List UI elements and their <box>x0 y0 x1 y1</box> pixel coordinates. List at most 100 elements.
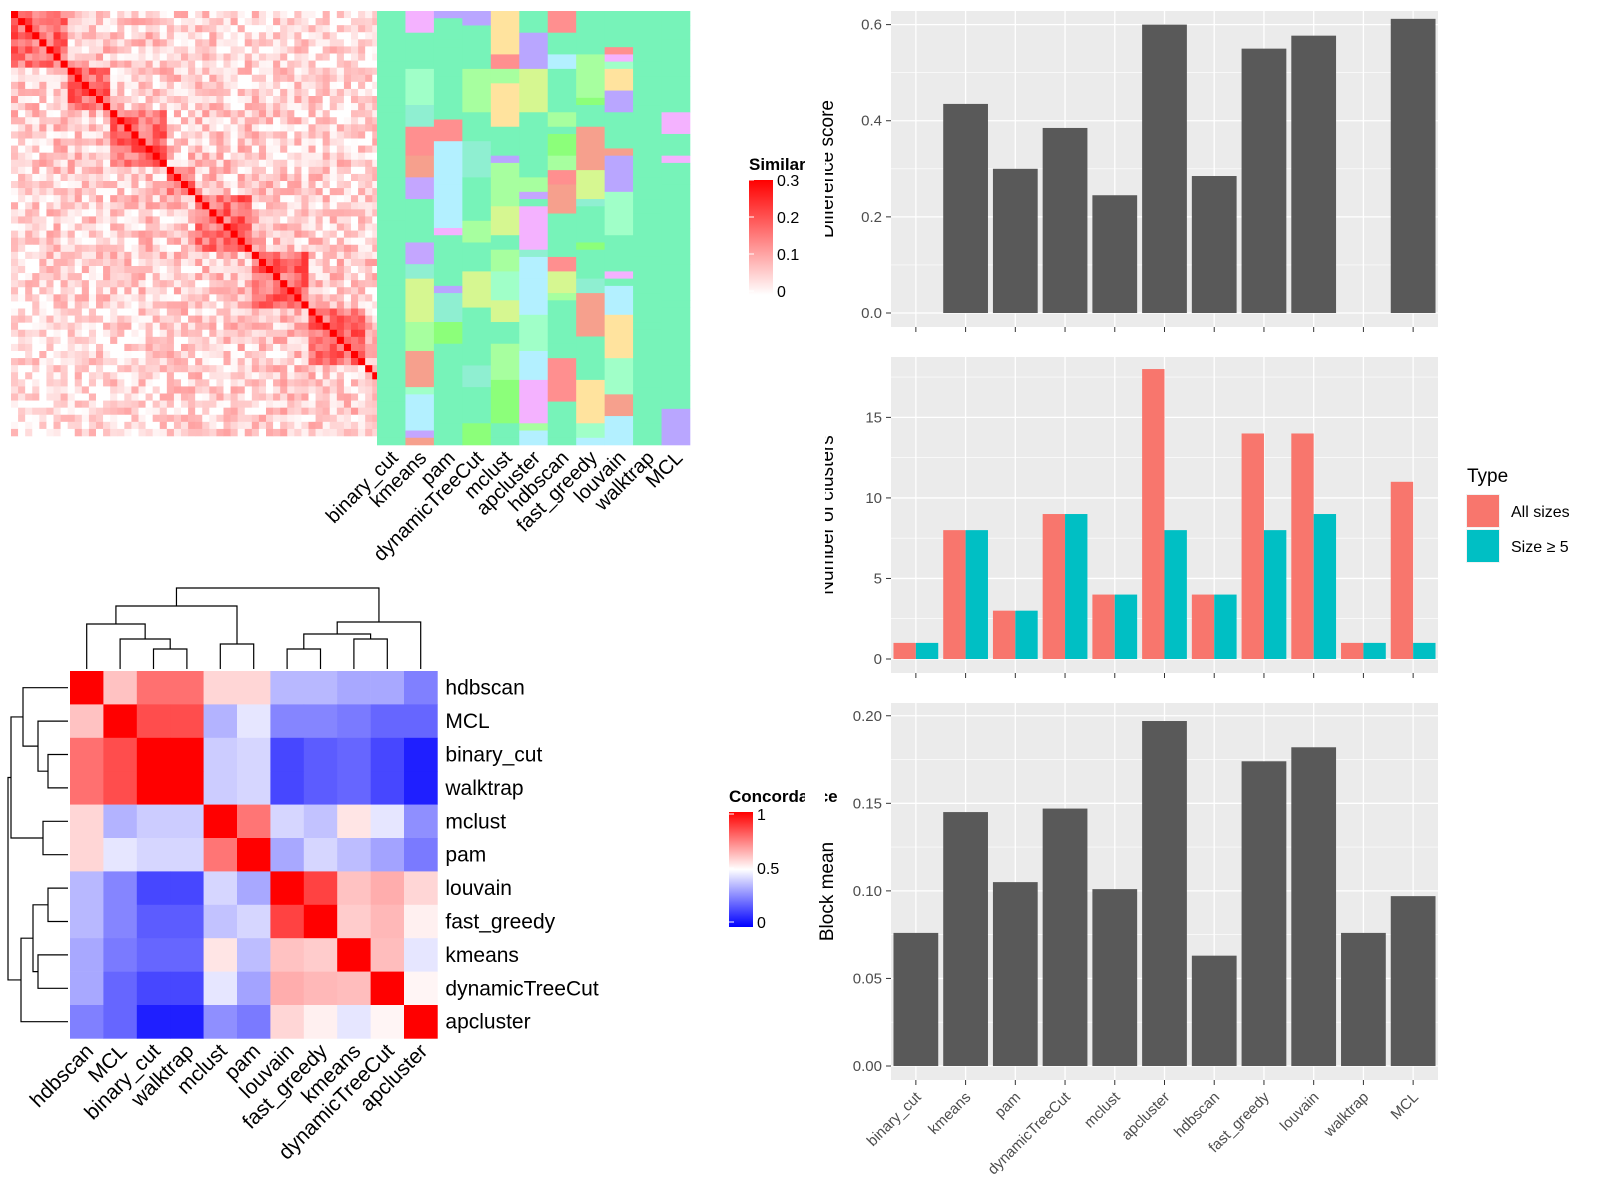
similarity-cell <box>117 343 125 352</box>
concordance-cell <box>337 938 371 972</box>
similarity-cell <box>266 67 274 76</box>
similarity-cell <box>46 379 54 387</box>
similarity-cell <box>244 46 253 54</box>
similarity-cell <box>39 117 47 125</box>
concordance-cell <box>370 938 405 972</box>
similarity-cell <box>223 103 231 111</box>
similarity-cell <box>244 414 253 423</box>
similarity-cell <box>166 244 175 253</box>
similarity-cell <box>81 159 90 168</box>
similarity-cell <box>18 124 26 132</box>
similarity-cell <box>294 428 302 437</box>
similarity-cell <box>216 159 224 168</box>
similarity-cell <box>287 209 295 217</box>
similarity-cell <box>131 294 139 302</box>
similarity-cell <box>209 301 217 309</box>
similarity-cell <box>343 301 352 309</box>
similarity-cell <box>280 244 288 253</box>
similarity-cell <box>103 237 111 246</box>
similarity-cell <box>202 25 210 33</box>
similarity-cell <box>301 266 309 274</box>
similarity-cell <box>152 74 161 83</box>
similarity-cell <box>294 145 302 153</box>
similarity-cell <box>96 329 104 338</box>
similarity-cell <box>287 25 295 33</box>
similarity-cell <box>202 414 210 423</box>
membership-cell <box>633 387 662 424</box>
bar <box>1042 514 1066 659</box>
similarity-cell <box>18 301 26 309</box>
similarity-cell <box>181 74 189 83</box>
similarity-cell <box>294 237 302 246</box>
similarity-cell <box>188 81 196 90</box>
similarity-cell <box>223 32 231 40</box>
membership-cell <box>377 148 406 178</box>
similarity-cell <box>11 294 19 302</box>
similarity-cell <box>188 244 196 253</box>
similarity-cell <box>251 159 260 168</box>
similarity-cell <box>81 53 90 61</box>
similarity-cell <box>294 358 302 366</box>
similarity-cell <box>32 181 40 189</box>
concordance-cell <box>170 871 204 906</box>
similarity-cell <box>315 280 323 288</box>
bar <box>1341 642 1364 659</box>
similarity-cell <box>74 11 83 19</box>
similarity-cell <box>329 53 338 61</box>
similarity-cell <box>216 400 224 408</box>
similarity-cell <box>237 152 246 161</box>
similarity-cell <box>81 315 90 323</box>
concordance-cell <box>370 671 405 705</box>
similarity-cell <box>145 351 153 359</box>
similarity-cell <box>159 67 168 76</box>
similarity-cell <box>237 230 246 238</box>
similarity-cell <box>280 88 288 97</box>
similarity-cell <box>46 131 54 139</box>
similarity-cell <box>81 216 90 224</box>
membership-cell <box>519 379 549 424</box>
similarity-cell <box>294 159 302 168</box>
similarity-cell <box>131 166 139 175</box>
similarity-cell <box>358 251 366 260</box>
similarity-cell <box>173 181 182 189</box>
similarity-cell <box>301 110 309 118</box>
similarity-cell <box>216 351 224 359</box>
similarity-cell <box>358 145 366 153</box>
similarity-cell <box>11 393 19 401</box>
similarity-cell <box>74 336 83 345</box>
x-tick-label: louvain <box>1277 1089 1323 1135</box>
similarity-cell <box>152 273 161 281</box>
similarity-cell <box>329 244 338 253</box>
similarity-cell <box>216 365 224 373</box>
similarity-cell <box>244 188 253 196</box>
membership-cell <box>633 162 662 178</box>
similarity-cell <box>67 308 76 316</box>
similarity-cell <box>216 138 224 146</box>
similarity-cell <box>358 67 366 76</box>
similarity-cell <box>237 223 246 231</box>
similarity-cell <box>223 181 231 189</box>
concordance-cell <box>170 704 204 739</box>
similarity-cell <box>181 244 189 253</box>
similarity-cell <box>152 266 161 274</box>
similarity-cell <box>103 343 111 352</box>
similarity-cell <box>237 53 246 61</box>
similarity-cell <box>60 351 68 359</box>
similarity-cell <box>11 258 19 267</box>
similarity-cell <box>11 428 19 437</box>
similarity-cell <box>202 301 210 309</box>
y-tick-label: 0.0 <box>861 305 882 322</box>
similarity-cell <box>81 18 90 26</box>
similarity-cell <box>96 315 104 323</box>
similarity-cell <box>351 379 359 387</box>
similarity-cell <box>32 258 40 267</box>
similarity-cell <box>166 287 175 295</box>
similarity-cell <box>88 159 97 168</box>
similarity-cell <box>287 67 295 76</box>
similarity-cell <box>195 159 203 168</box>
similarity-cell <box>166 138 175 146</box>
similarity-cell <box>96 407 104 416</box>
similarity-cell <box>209 294 217 302</box>
similarity-cell <box>237 237 246 246</box>
similarity-cell <box>60 308 68 316</box>
